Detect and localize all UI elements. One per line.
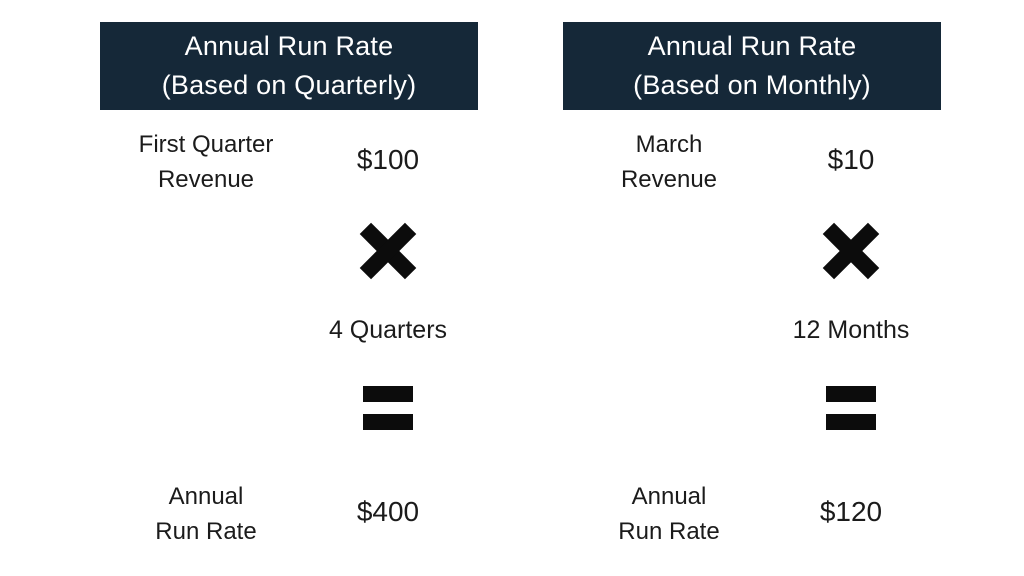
monthly-input-value: $10 xyxy=(827,144,875,175)
quarterly-result-value: $400 xyxy=(356,496,420,527)
quarterly-multiplier-label: 4 Quarters xyxy=(328,316,448,344)
equals-icon-bar xyxy=(363,414,413,430)
monthly-column-header: Annual Run Rate (Based on Monthly) xyxy=(563,22,941,110)
input-label-line1: First Quarter xyxy=(138,131,274,158)
result-label-line1: Annual xyxy=(168,483,244,510)
equals-icon xyxy=(826,386,876,430)
header-title-line1: Annual Run Rate xyxy=(184,31,394,61)
multiply-icon xyxy=(822,222,880,280)
input-label-line2: Revenue xyxy=(620,166,718,193)
header-title-line2: (Based on Monthly) xyxy=(633,70,871,100)
quarterly-input-label: First Quarter Revenue xyxy=(100,127,312,197)
equals-icon-bar xyxy=(826,386,876,402)
quarterly-column-header: Annual Run Rate (Based on Quarterly) xyxy=(100,22,478,110)
monthly-result-label: Annual Run Rate xyxy=(563,479,775,549)
equals-icon-bar xyxy=(826,414,876,430)
header-title-line2: (Based on Quarterly) xyxy=(161,70,417,100)
monthly-multiplier-label: 12 Months xyxy=(792,316,910,344)
result-label-line2: Run Rate xyxy=(618,518,720,545)
quarterly-result-label: Annual Run Rate xyxy=(100,479,312,549)
equals-icon xyxy=(363,386,413,430)
input-label-line2: Revenue xyxy=(157,166,255,193)
monthly-input-label: March Revenue xyxy=(563,127,775,197)
quarterly-input-value: $100 xyxy=(356,144,420,175)
result-label-line2: Run Rate xyxy=(155,518,257,545)
multiply-icon xyxy=(359,222,417,280)
equals-icon-bar xyxy=(363,386,413,402)
input-label-line1: March xyxy=(635,131,703,158)
quarterly-column: Annual Run Rate (Based on Quarterly) Fir… xyxy=(100,0,478,576)
header-title-line1: Annual Run Rate xyxy=(647,31,857,61)
monthly-column: Annual Run Rate (Based on Monthly) March… xyxy=(563,0,941,576)
monthly-result-value: $120 xyxy=(819,496,883,527)
result-label-line1: Annual xyxy=(631,483,707,510)
